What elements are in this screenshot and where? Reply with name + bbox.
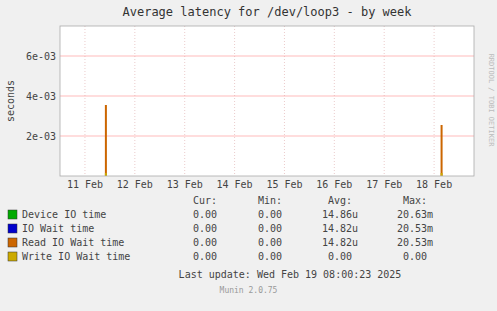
table-header: Max: bbox=[403, 195, 427, 206]
grid-line bbox=[334, 26, 335, 176]
legend-swatch bbox=[8, 210, 17, 219]
table-value: 20.53m bbox=[397, 237, 433, 248]
grid-line bbox=[284, 26, 285, 176]
table-value: 14.82u bbox=[322, 223, 358, 234]
table-value: 0.00 bbox=[328, 251, 352, 262]
grid-line bbox=[60, 136, 474, 137]
legend-label: Read IO Wait time bbox=[22, 237, 124, 248]
x-tick-label: 14 Feb bbox=[217, 179, 253, 190]
legend-swatch bbox=[8, 238, 17, 247]
table-header: Avg: bbox=[328, 195, 352, 206]
table-value: 14.82u bbox=[322, 237, 358, 248]
spike bbox=[441, 125, 443, 176]
background bbox=[0, 0, 497, 311]
x-tick-label: 11 Feb bbox=[67, 179, 103, 190]
table-value: 0.00 bbox=[193, 223, 217, 234]
table-header: Cur: bbox=[193, 195, 217, 206]
legend-swatch bbox=[8, 252, 17, 261]
spike bbox=[105, 173, 107, 176]
legend-label: Write IO Wait time bbox=[22, 251, 130, 262]
side-text: RRDTOOL / TOBI OETIKER bbox=[487, 54, 495, 148]
table-value: 0.00 bbox=[258, 251, 282, 262]
chart: Average latency for /dev/loop3 - by week… bbox=[0, 0, 497, 311]
spike bbox=[105, 105, 107, 176]
grid-line bbox=[60, 96, 474, 97]
grid-line bbox=[234, 26, 235, 176]
title: Average latency for /dev/loop3 - by week bbox=[123, 5, 413, 19]
marks bbox=[105, 105, 443, 176]
x-tick-label: 13 Feb bbox=[167, 179, 203, 190]
grid-line bbox=[84, 26, 85, 176]
table-value: 0.00 bbox=[193, 209, 217, 220]
legend-label: Device IO time bbox=[22, 209, 106, 220]
table-value: 0.00 bbox=[193, 237, 217, 248]
x-tick-label: 15 Feb bbox=[266, 179, 302, 190]
y-tick-label: 6e-03 bbox=[26, 51, 56, 62]
table-value: 0.00 bbox=[193, 251, 217, 262]
table-value: 0.00 bbox=[258, 237, 282, 248]
legend-label: IO Wait time bbox=[22, 223, 94, 234]
x-tick-label: 12 Feb bbox=[117, 179, 153, 190]
last-update: Last update: Wed Feb 19 08:00:23 2025 bbox=[179, 269, 402, 280]
frame bbox=[60, 26, 474, 176]
y-axis-label: seconds bbox=[5, 80, 16, 122]
grid-line bbox=[60, 56, 474, 57]
spike bbox=[441, 173, 443, 176]
grid-line bbox=[134, 26, 135, 176]
table-value: 20.53m bbox=[397, 223, 433, 234]
x-tick-label: 17 Feb bbox=[366, 179, 402, 190]
version: Munin 2.0.75 bbox=[220, 286, 278, 295]
plot-area bbox=[60, 26, 474, 176]
table-value: 0.00 bbox=[258, 209, 282, 220]
table-header: Min: bbox=[258, 195, 282, 206]
grid-line bbox=[184, 26, 185, 176]
grid-line bbox=[384, 26, 385, 176]
table-value: 0.00 bbox=[403, 251, 427, 262]
y-tick-label: 2e-03 bbox=[26, 131, 56, 142]
x-tick-label: 16 Feb bbox=[316, 179, 352, 190]
legend-swatch bbox=[8, 224, 17, 233]
x-tick-label: 18 Feb bbox=[416, 179, 452, 190]
grid-line bbox=[434, 26, 435, 176]
y-tick-label: 4e-03 bbox=[26, 91, 56, 102]
table-value: 14.86u bbox=[322, 209, 358, 220]
table-value: 20.63m bbox=[397, 209, 433, 220]
table-value: 0.00 bbox=[258, 223, 282, 234]
